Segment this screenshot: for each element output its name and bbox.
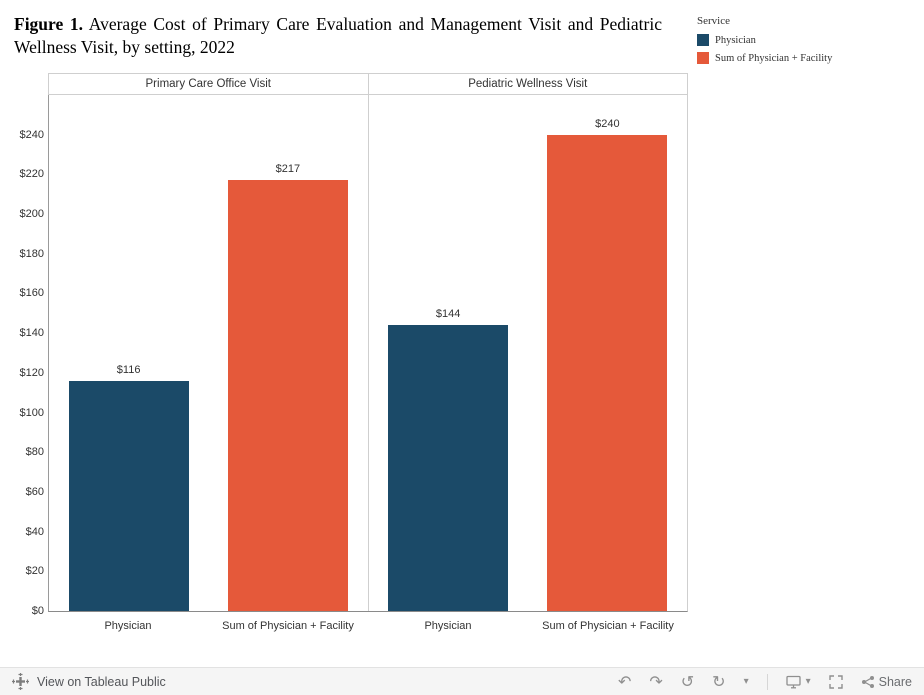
y-axis-tick-label: $80 [25, 446, 44, 459]
download-button[interactable]: ▾ [785, 675, 811, 689]
y-axis-tick-label: $20 [25, 565, 44, 578]
bar-slot: $144 [369, 95, 528, 611]
view-on-tableau-link[interactable]: View on Tableau Public [12, 673, 166, 690]
share-button[interactable]: Share [861, 675, 912, 689]
y-axis-tick-label: $140 [19, 327, 44, 340]
chart-title-text: Average Cost of Primary Care Evaluation … [14, 14, 662, 57]
chart-title: Figure 1. Average Cost of Primary Care E… [14, 13, 662, 59]
fullscreen-button[interactable] [828, 674, 843, 689]
toolbar-separator [766, 673, 768, 690]
x-axis-labels: Physician Sum of Physician + Facility Phys… [48, 612, 688, 638]
y-axis-tick-label: $60 [25, 485, 44, 498]
redo-icon[interactable]: ↷ [649, 671, 663, 691]
reset-icon[interactable]: ↺ [680, 671, 695, 691]
y-axis-tick-label: $220 [19, 168, 44, 181]
legend-item-label: Sum of Physician + Facility [715, 52, 833, 64]
tableau-toolbar: View on Tableau Public ↶ ↷ ↺ ↻ ▾ ▾ [0, 667, 924, 695]
bar[interactable] [68, 380, 189, 611]
bar-slot: $116 [49, 95, 208, 611]
y-axis-tick-label: $160 [19, 287, 44, 300]
bar[interactable] [227, 180, 348, 611]
legend-item[interactable]: Physician [697, 34, 832, 46]
x-axis-label: Physician [104, 620, 152, 632]
panel-title: Primary Care Office Visit [145, 78, 271, 90]
download-icon [785, 675, 801, 688]
x-axis-group: Physician Sum of Physician + Facility [48, 612, 368, 638]
legend-item-label: Physician [715, 34, 756, 46]
bar[interactable] [547, 134, 668, 611]
y-axis-tick-label: $40 [25, 525, 44, 538]
view-on-tableau-label: View on Tableau Public [37, 674, 166, 689]
undo-icon[interactable]: ↶ [617, 671, 632, 691]
x-axis-label: Physician [424, 620, 472, 632]
y-axis-tick-label: $0 [31, 605, 44, 617]
legend: Service Physician Sum of Physician + Faci… [697, 15, 832, 70]
share-label: Share [878, 674, 912, 689]
toolbar-buttons: ↶ ↷ ↺ ↻ ▾ ▾ [617, 671, 912, 691]
tableau-logo-icon [12, 673, 29, 690]
bar-value-label: $240 [595, 117, 620, 130]
x-axis-label: Sum of Physician + Facility [542, 620, 674, 632]
bar-slot: $217 [208, 95, 367, 611]
panel: $116 $217 [49, 95, 368, 611]
legend-items: Physician Sum of Physician + Facility [697, 34, 832, 64]
chart-title-prefix: Figure 1. [14, 14, 84, 34]
y-axis-tick-label: $200 [19, 208, 44, 221]
legend-item[interactable]: Sum of Physician + Facility [697, 52, 832, 64]
y-axis-tick-label: $240 [19, 128, 44, 141]
bar-value-label: $144 [435, 308, 461, 321]
panel: $144 $240 [367, 95, 688, 611]
bar[interactable] [388, 325, 509, 611]
y-axis-tick-label: $100 [19, 406, 44, 419]
bar-value-label: $116 [116, 363, 141, 376]
legend-swatch [697, 52, 709, 64]
y-axis: $0 $20 $40 $60 $80 $100 $120 $140 $160 $180 $200 $2… [2, 95, 44, 617]
panel-headers: Primary Care Office Visit Pediatric Welln… [48, 73, 688, 95]
x-axis-group: Physician Sum of Physician + Facility [368, 612, 688, 638]
share-icon [861, 675, 874, 688]
panel-title: Pediatric Wellness Visit [367, 74, 688, 94]
bar-chart: $0 $20 $40 $60 $80 $100 $120 $140 $160 $180 $200 $2… [20, 73, 688, 638]
bar-value-label: $217 [275, 163, 301, 176]
legend-title: Service [697, 15, 730, 27]
plot-area: $116 $217 $144 $240 [48, 95, 688, 612]
legend-swatch [697, 34, 709, 46]
refresh-icon[interactable]: ↻ [712, 671, 726, 691]
y-axis-tick-label: $120 [19, 366, 44, 379]
y-axis-tick-label: $180 [19, 247, 44, 260]
x-axis-label: Sum of Physician + Facility [222, 620, 354, 632]
bar-slot: $240 [528, 95, 687, 611]
fullscreen-icon [828, 674, 843, 689]
download-caret-icon: ▾ [805, 676, 811, 687]
toolbar-more-caret-icon[interactable]: ▾ [743, 676, 749, 687]
